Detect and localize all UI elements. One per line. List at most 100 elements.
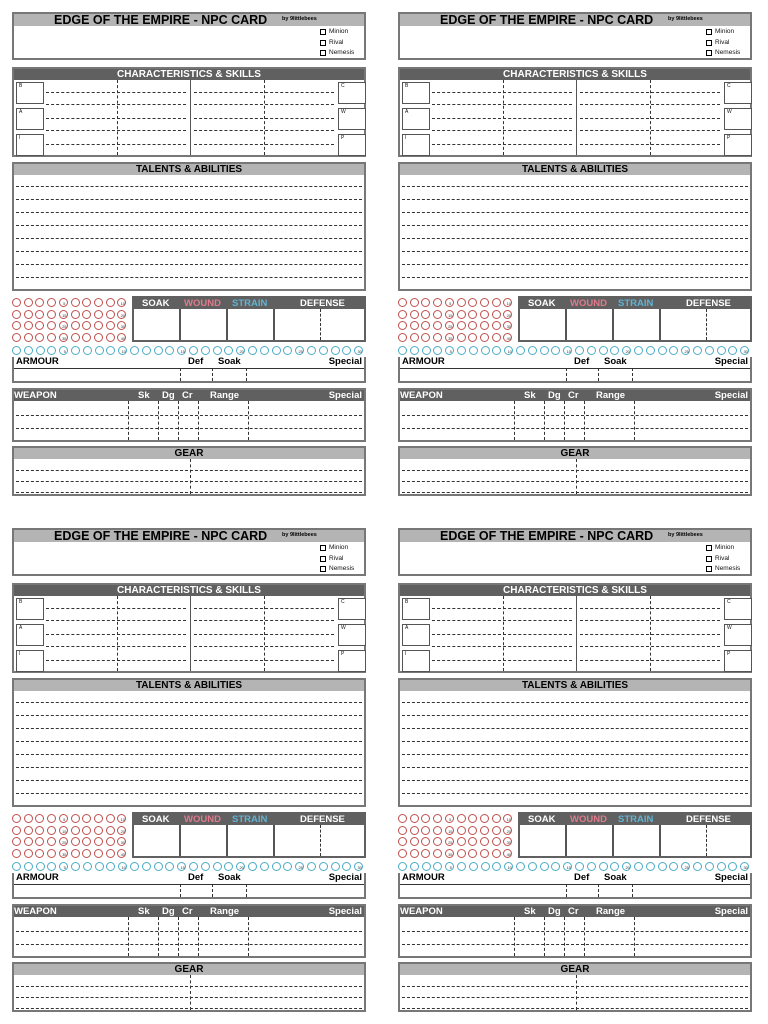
skill-line[interactable] <box>432 92 572 93</box>
wound-circle[interactable] <box>479 309 489 319</box>
wound-circle[interactable] <box>12 298 21 307</box>
gear-line[interactable] <box>402 997 748 998</box>
wound-circle[interactable] <box>70 332 80 342</box>
talent-line[interactable] <box>402 767 748 768</box>
strain-circle[interactable] <box>189 862 198 871</box>
wound-circle[interactable] <box>23 837 33 846</box>
wound-circle[interactable]: 30 <box>117 321 127 330</box>
talent-line[interactable] <box>402 728 748 729</box>
strain-circle[interactable] <box>224 346 234 355</box>
strain-circle[interactable] <box>669 862 679 871</box>
soak-value-field[interactable] <box>520 309 565 340</box>
weapon-line[interactable] <box>402 944 748 945</box>
talent-line[interactable] <box>402 251 748 252</box>
wound-circle[interactable] <box>35 321 45 330</box>
wound-circle[interactable]: 20 <box>503 309 513 319</box>
wound-circle[interactable] <box>12 837 21 846</box>
strain-circle[interactable] <box>527 346 537 355</box>
wound-circle[interactable]: 25 <box>58 837 68 846</box>
minion-checkbox[interactable] <box>706 29 712 36</box>
strain-circle[interactable]: 30 <box>740 862 750 871</box>
talent-line[interactable] <box>402 715 748 716</box>
strain-circle[interactable] <box>94 346 104 355</box>
strain-circle[interactable] <box>645 862 655 871</box>
strain-circle[interactable] <box>130 346 139 355</box>
strain-circle[interactable] <box>716 346 726 355</box>
wound-circle[interactable] <box>456 848 466 858</box>
wound-circle[interactable] <box>23 298 33 307</box>
soak-value-field[interactable] <box>134 825 179 856</box>
wound-circle[interactable] <box>409 825 419 835</box>
wound-circle[interactable] <box>421 825 431 835</box>
wound-circle[interactable] <box>82 321 92 330</box>
wound-circle[interactable] <box>421 814 431 823</box>
strain-circle[interactable] <box>468 862 478 871</box>
skill-line[interactable] <box>580 104 720 105</box>
strain-circle[interactable] <box>330 346 340 355</box>
strain-circle[interactable] <box>12 862 21 871</box>
strain-circle[interactable] <box>106 862 116 871</box>
characteristic-brawn-box[interactable]: B <box>402 82 430 104</box>
wound-circle[interactable] <box>82 837 92 846</box>
talent-line[interactable] <box>16 277 362 278</box>
skill-line[interactable] <box>432 118 572 119</box>
wound-circle[interactable] <box>82 825 92 835</box>
wound-circle[interactable] <box>93 332 103 342</box>
gear-line[interactable] <box>16 492 362 493</box>
characteristic-intellect-box[interactable]: I <box>16 650 44 672</box>
talent-line[interactable] <box>402 277 748 278</box>
strain-circle[interactable] <box>200 862 210 871</box>
wound-circle[interactable] <box>398 837 407 846</box>
wound-circle[interactable] <box>468 848 478 858</box>
npc-name-field[interactable] <box>12 26 366 60</box>
wound-circle[interactable] <box>35 298 45 307</box>
wound-circle[interactable] <box>456 298 466 307</box>
wound-circle[interactable] <box>433 825 443 835</box>
gear-line[interactable] <box>16 997 362 998</box>
strain-threshold-field[interactable] <box>228 309 273 340</box>
wound-circle[interactable] <box>70 825 80 835</box>
strain-circle[interactable]: 20 <box>622 346 632 355</box>
strain-circle[interactable] <box>35 862 45 871</box>
strain-circle[interactable] <box>165 862 175 871</box>
wound-circle[interactable] <box>47 321 57 330</box>
wound-circle[interactable] <box>23 825 33 835</box>
strain-circle[interactable] <box>468 346 478 355</box>
wound-circle[interactable] <box>398 309 407 319</box>
strain-circle[interactable]: 20 <box>622 862 632 871</box>
wound-circle[interactable] <box>409 814 419 823</box>
strain-circle[interactable] <box>409 862 419 871</box>
wound-circle[interactable] <box>105 837 115 846</box>
wound-circle[interactable] <box>82 814 92 823</box>
skill-line[interactable] <box>580 620 720 621</box>
strain-circle[interactable] <box>47 346 57 355</box>
wound-circle[interactable] <box>105 848 115 858</box>
strain-circle[interactable] <box>307 346 316 355</box>
strain-circle[interactable]: 15 <box>177 862 187 871</box>
skill-line[interactable] <box>580 634 720 635</box>
characteristic-presence-box[interactable]: P <box>724 134 752 156</box>
talent-line[interactable] <box>16 754 362 755</box>
skill-line[interactable] <box>432 620 572 621</box>
talent-line[interactable] <box>16 212 362 213</box>
wound-circle[interactable] <box>421 321 431 330</box>
talent-line[interactable] <box>16 238 362 239</box>
npc-name-field[interactable] <box>12 542 366 576</box>
strain-circle[interactable] <box>271 346 281 355</box>
wound-circle[interactable] <box>468 309 478 319</box>
nemesis-checkbox[interactable] <box>320 566 326 573</box>
defense-melee-field[interactable] <box>708 309 750 340</box>
wound-circle[interactable] <box>468 825 478 835</box>
defense-ranged-field[interactable] <box>661 309 706 340</box>
wound-circle[interactable] <box>12 332 21 342</box>
wound-circle[interactable]: 20 <box>503 825 513 835</box>
strain-circle[interactable] <box>598 862 608 871</box>
strain-circle[interactable]: 5 <box>59 346 69 355</box>
strain-circle[interactable] <box>23 862 33 871</box>
skill-line[interactable] <box>46 144 186 145</box>
skill-line[interactable] <box>580 130 720 131</box>
strain-circle[interactable] <box>433 346 443 355</box>
strain-circle[interactable] <box>480 346 490 355</box>
wound-circle[interactable] <box>456 321 466 330</box>
wound-circle[interactable] <box>409 332 419 342</box>
